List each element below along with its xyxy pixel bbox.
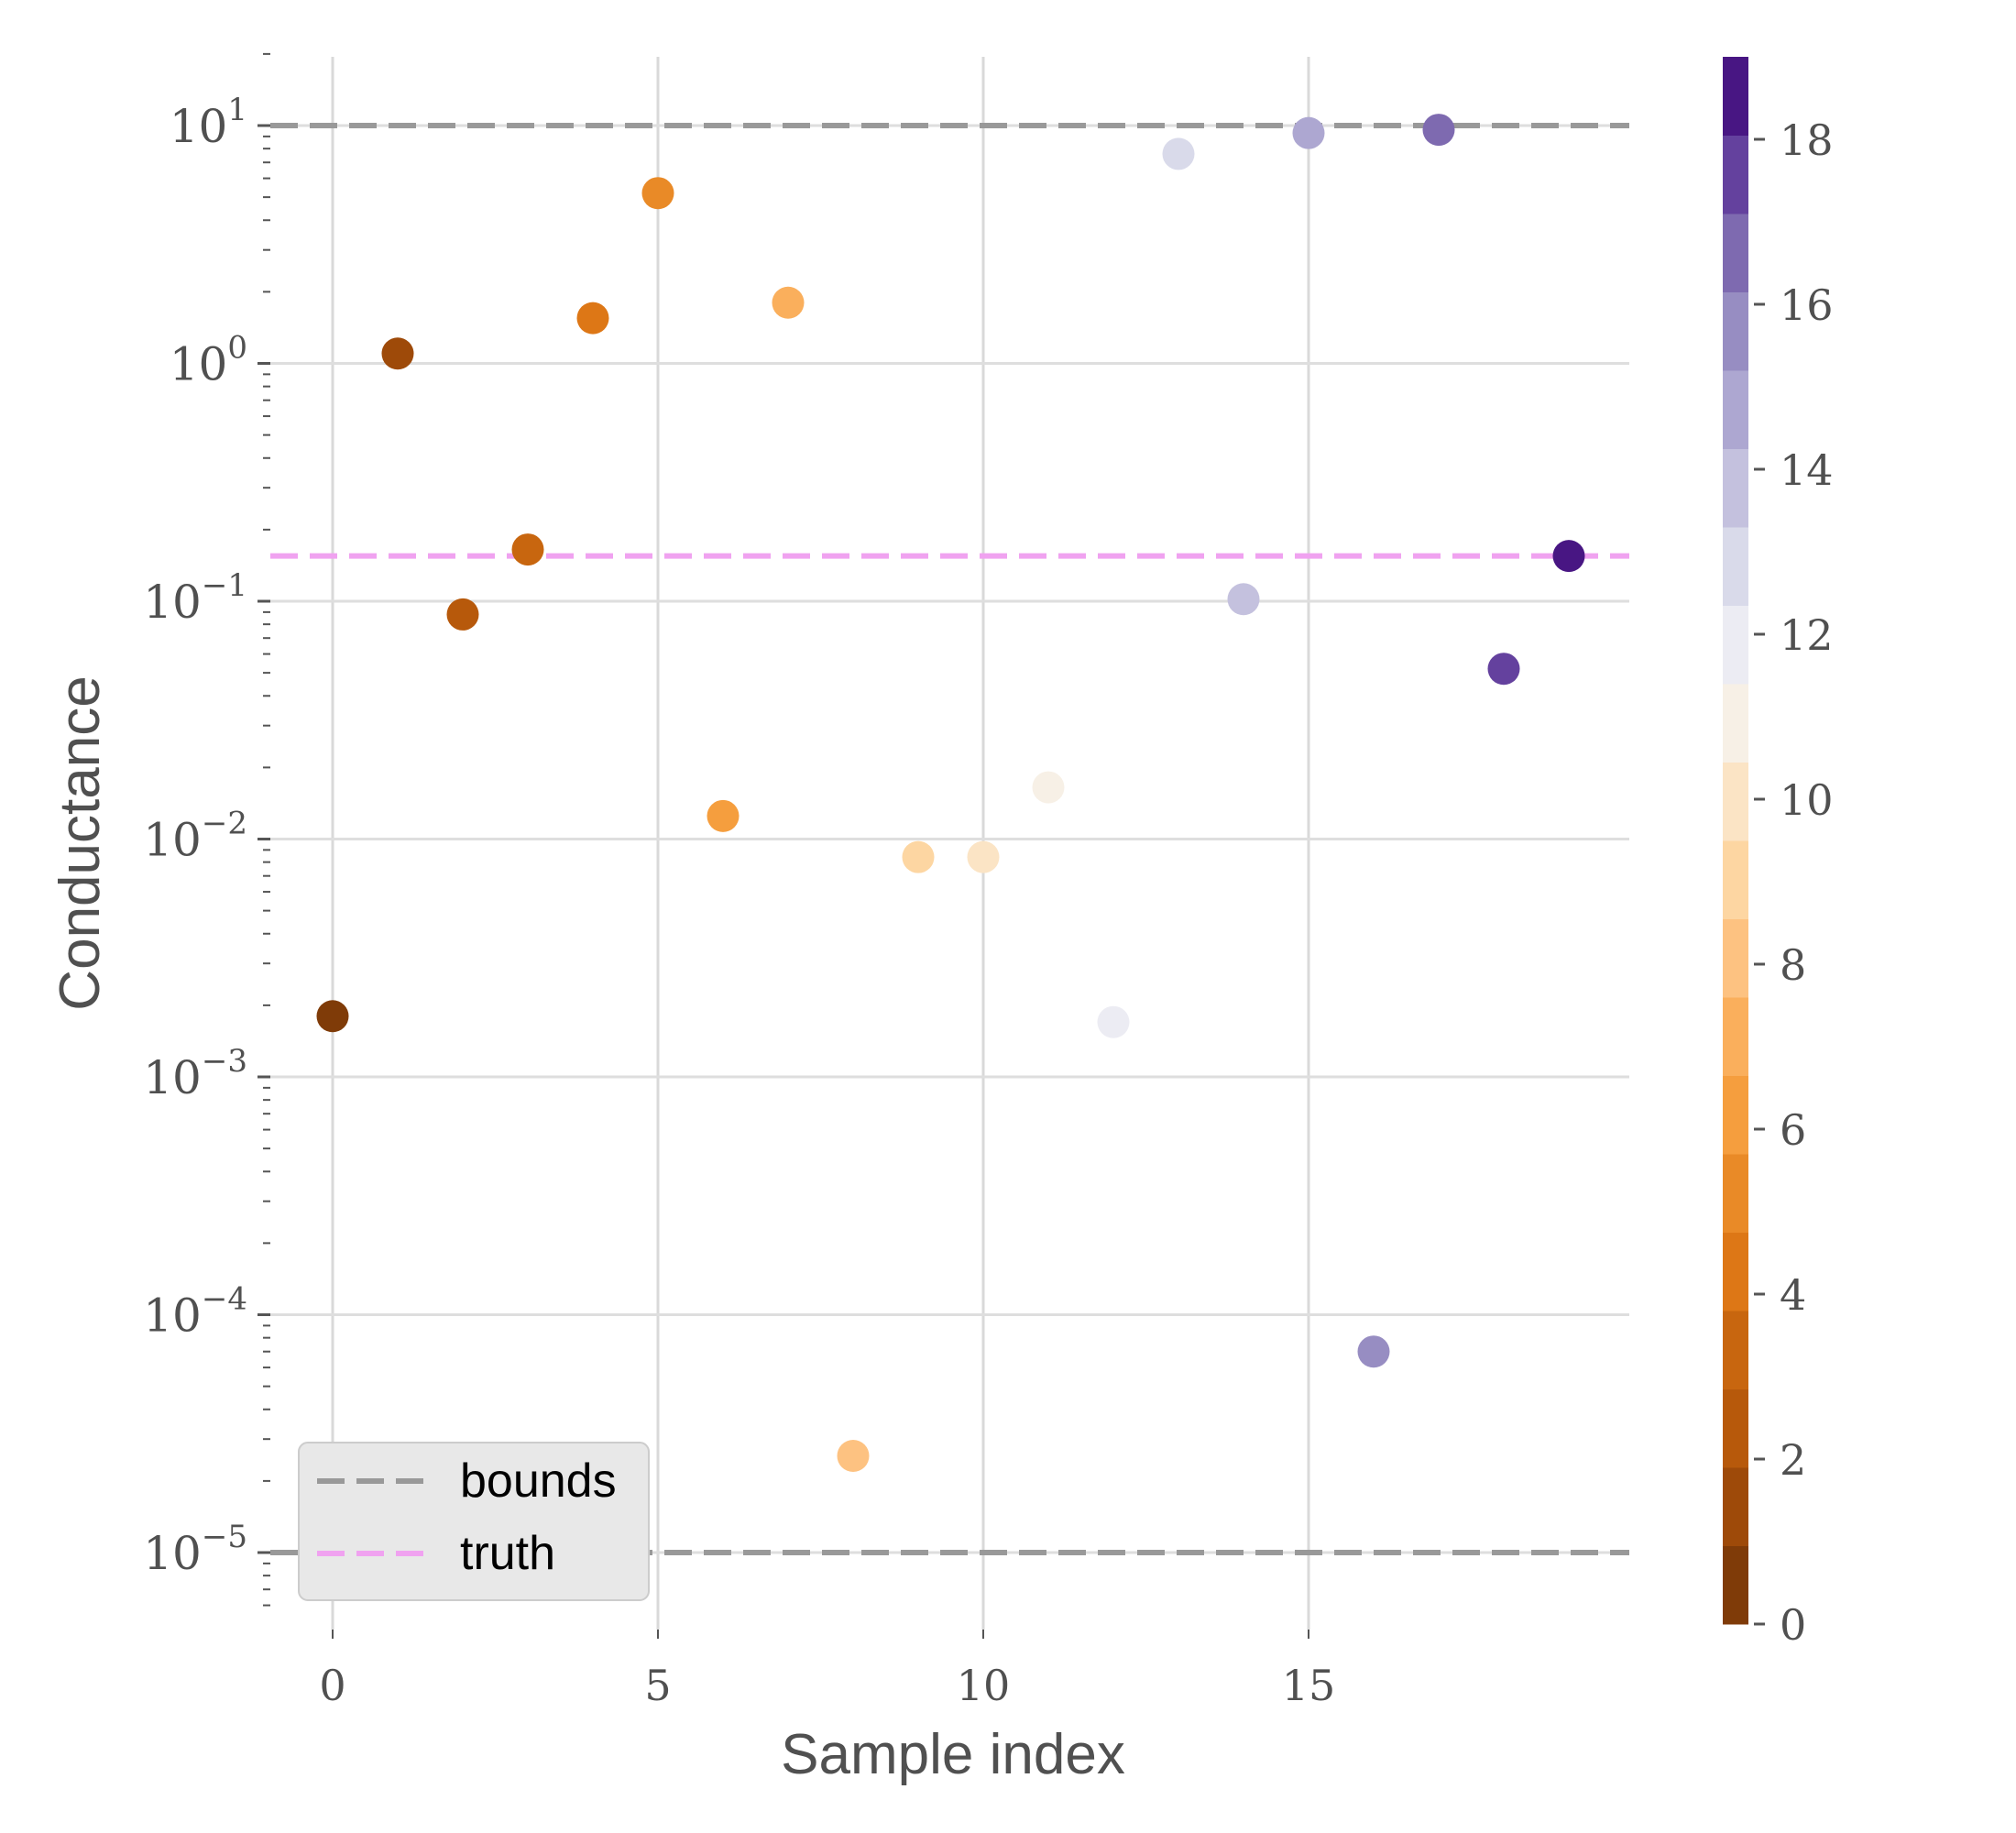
- x-tick-label: 0: [319, 1661, 345, 1710]
- colorbar-segment: [1723, 1075, 1748, 1155]
- y-tick-label: 10−4: [143, 1281, 247, 1343]
- reference-lines: [270, 123, 1629, 1555]
- x-axis: 0 5 10 15: [319, 1630, 1335, 1710]
- colorbar-segment: [1723, 291, 1748, 371]
- y-axis: 10−5 10−4 10−3 10−2 10−1 100 101: [143, 52, 270, 1607]
- colorbar-segment: [1723, 135, 1748, 214]
- colorbar-segment: [1723, 1232, 1748, 1312]
- data-point: [446, 598, 479, 631]
- data-point: [967, 840, 1000, 873]
- colorbar-segment: [1723, 997, 1748, 1076]
- colorbar-segment: [1723, 840, 1748, 919]
- colorbar: 0 2 4 6 8 10 12 14 16 18: [1723, 57, 1834, 1650]
- x-tick-label: 5: [644, 1661, 671, 1710]
- grid: [270, 57, 1629, 1630]
- colorbar-tick-label: 12: [1780, 610, 1834, 660]
- legend-label-truth: truth: [460, 1527, 555, 1580]
- colorbar-tick-label: 8: [1780, 940, 1806, 990]
- colorbar-tick-label: 14: [1780, 445, 1834, 495]
- data-point: [1032, 771, 1065, 804]
- y-tick-label: 10−2: [143, 806, 247, 867]
- data-point: [772, 286, 805, 319]
- colorbar-segment: [1723, 684, 1748, 763]
- scatter-points: [316, 114, 1585, 1473]
- data-point: [641, 177, 674, 210]
- legend-label-bounds: bounds: [460, 1454, 617, 1508]
- y-tick-label: 100: [170, 330, 247, 391]
- colorbar-tick-label: 4: [1780, 1270, 1806, 1320]
- colorbar-tick-label: 0: [1780, 1600, 1806, 1650]
- data-point: [1552, 540, 1585, 573]
- colorbar-segment: [1723, 57, 1748, 136]
- data-point: [707, 799, 740, 832]
- colorbar-segment: [1723, 448, 1748, 528]
- colorbar-tick-label: 6: [1780, 1105, 1806, 1155]
- colorbar-segment: [1723, 370, 1748, 449]
- x-tick-label: 10: [957, 1661, 1011, 1710]
- x-axis-label: Sample index: [781, 1723, 1125, 1786]
- colorbar-segment: [1723, 1545, 1748, 1625]
- colorbar-tick-label: 2: [1780, 1435, 1806, 1485]
- data-point: [1357, 1335, 1390, 1368]
- data-point: [381, 337, 414, 370]
- colorbar-segment: [1723, 918, 1748, 998]
- legend: bounds truth: [298, 1442, 650, 1601]
- y-tick-label: 10−3: [143, 1043, 247, 1104]
- colorbar-tick-label: 16: [1780, 280, 1834, 330]
- colorbar-segment: [1723, 762, 1748, 841]
- data-point: [837, 1440, 870, 1473]
- data-point: [316, 1000, 349, 1033]
- data-point: [1487, 653, 1520, 686]
- colorbar-segment: [1723, 605, 1748, 685]
- data-point: [902, 840, 935, 873]
- x-tick-label: 15: [1282, 1661, 1336, 1710]
- data-point: [1422, 114, 1455, 147]
- colorbar-segment: [1723, 527, 1748, 606]
- colorbar-segment: [1723, 1311, 1748, 1389]
- colorbar-tick-label: 10: [1780, 775, 1834, 825]
- data-point: [1162, 137, 1195, 170]
- data-point: [576, 302, 609, 335]
- colorbar-segment: [1723, 1467, 1748, 1546]
- data-point: [1227, 583, 1260, 616]
- data-point: [1097, 1005, 1130, 1038]
- data-point: [511, 533, 544, 566]
- colorbar-segment: [1723, 214, 1748, 292]
- data-point: [1292, 116, 1325, 149]
- legend-box: [298, 1442, 650, 1601]
- y-tick-label: 10−5: [143, 1519, 247, 1580]
- colorbar-segment: [1723, 1154, 1748, 1233]
- y-tick-label: 10−1: [143, 567, 247, 629]
- y-axis-label: Conductance: [49, 675, 112, 1010]
- y-tick-label: 101: [170, 92, 247, 153]
- colorbar-tick-label: 18: [1780, 115, 1834, 165]
- colorbar-segment: [1723, 1388, 1748, 1468]
